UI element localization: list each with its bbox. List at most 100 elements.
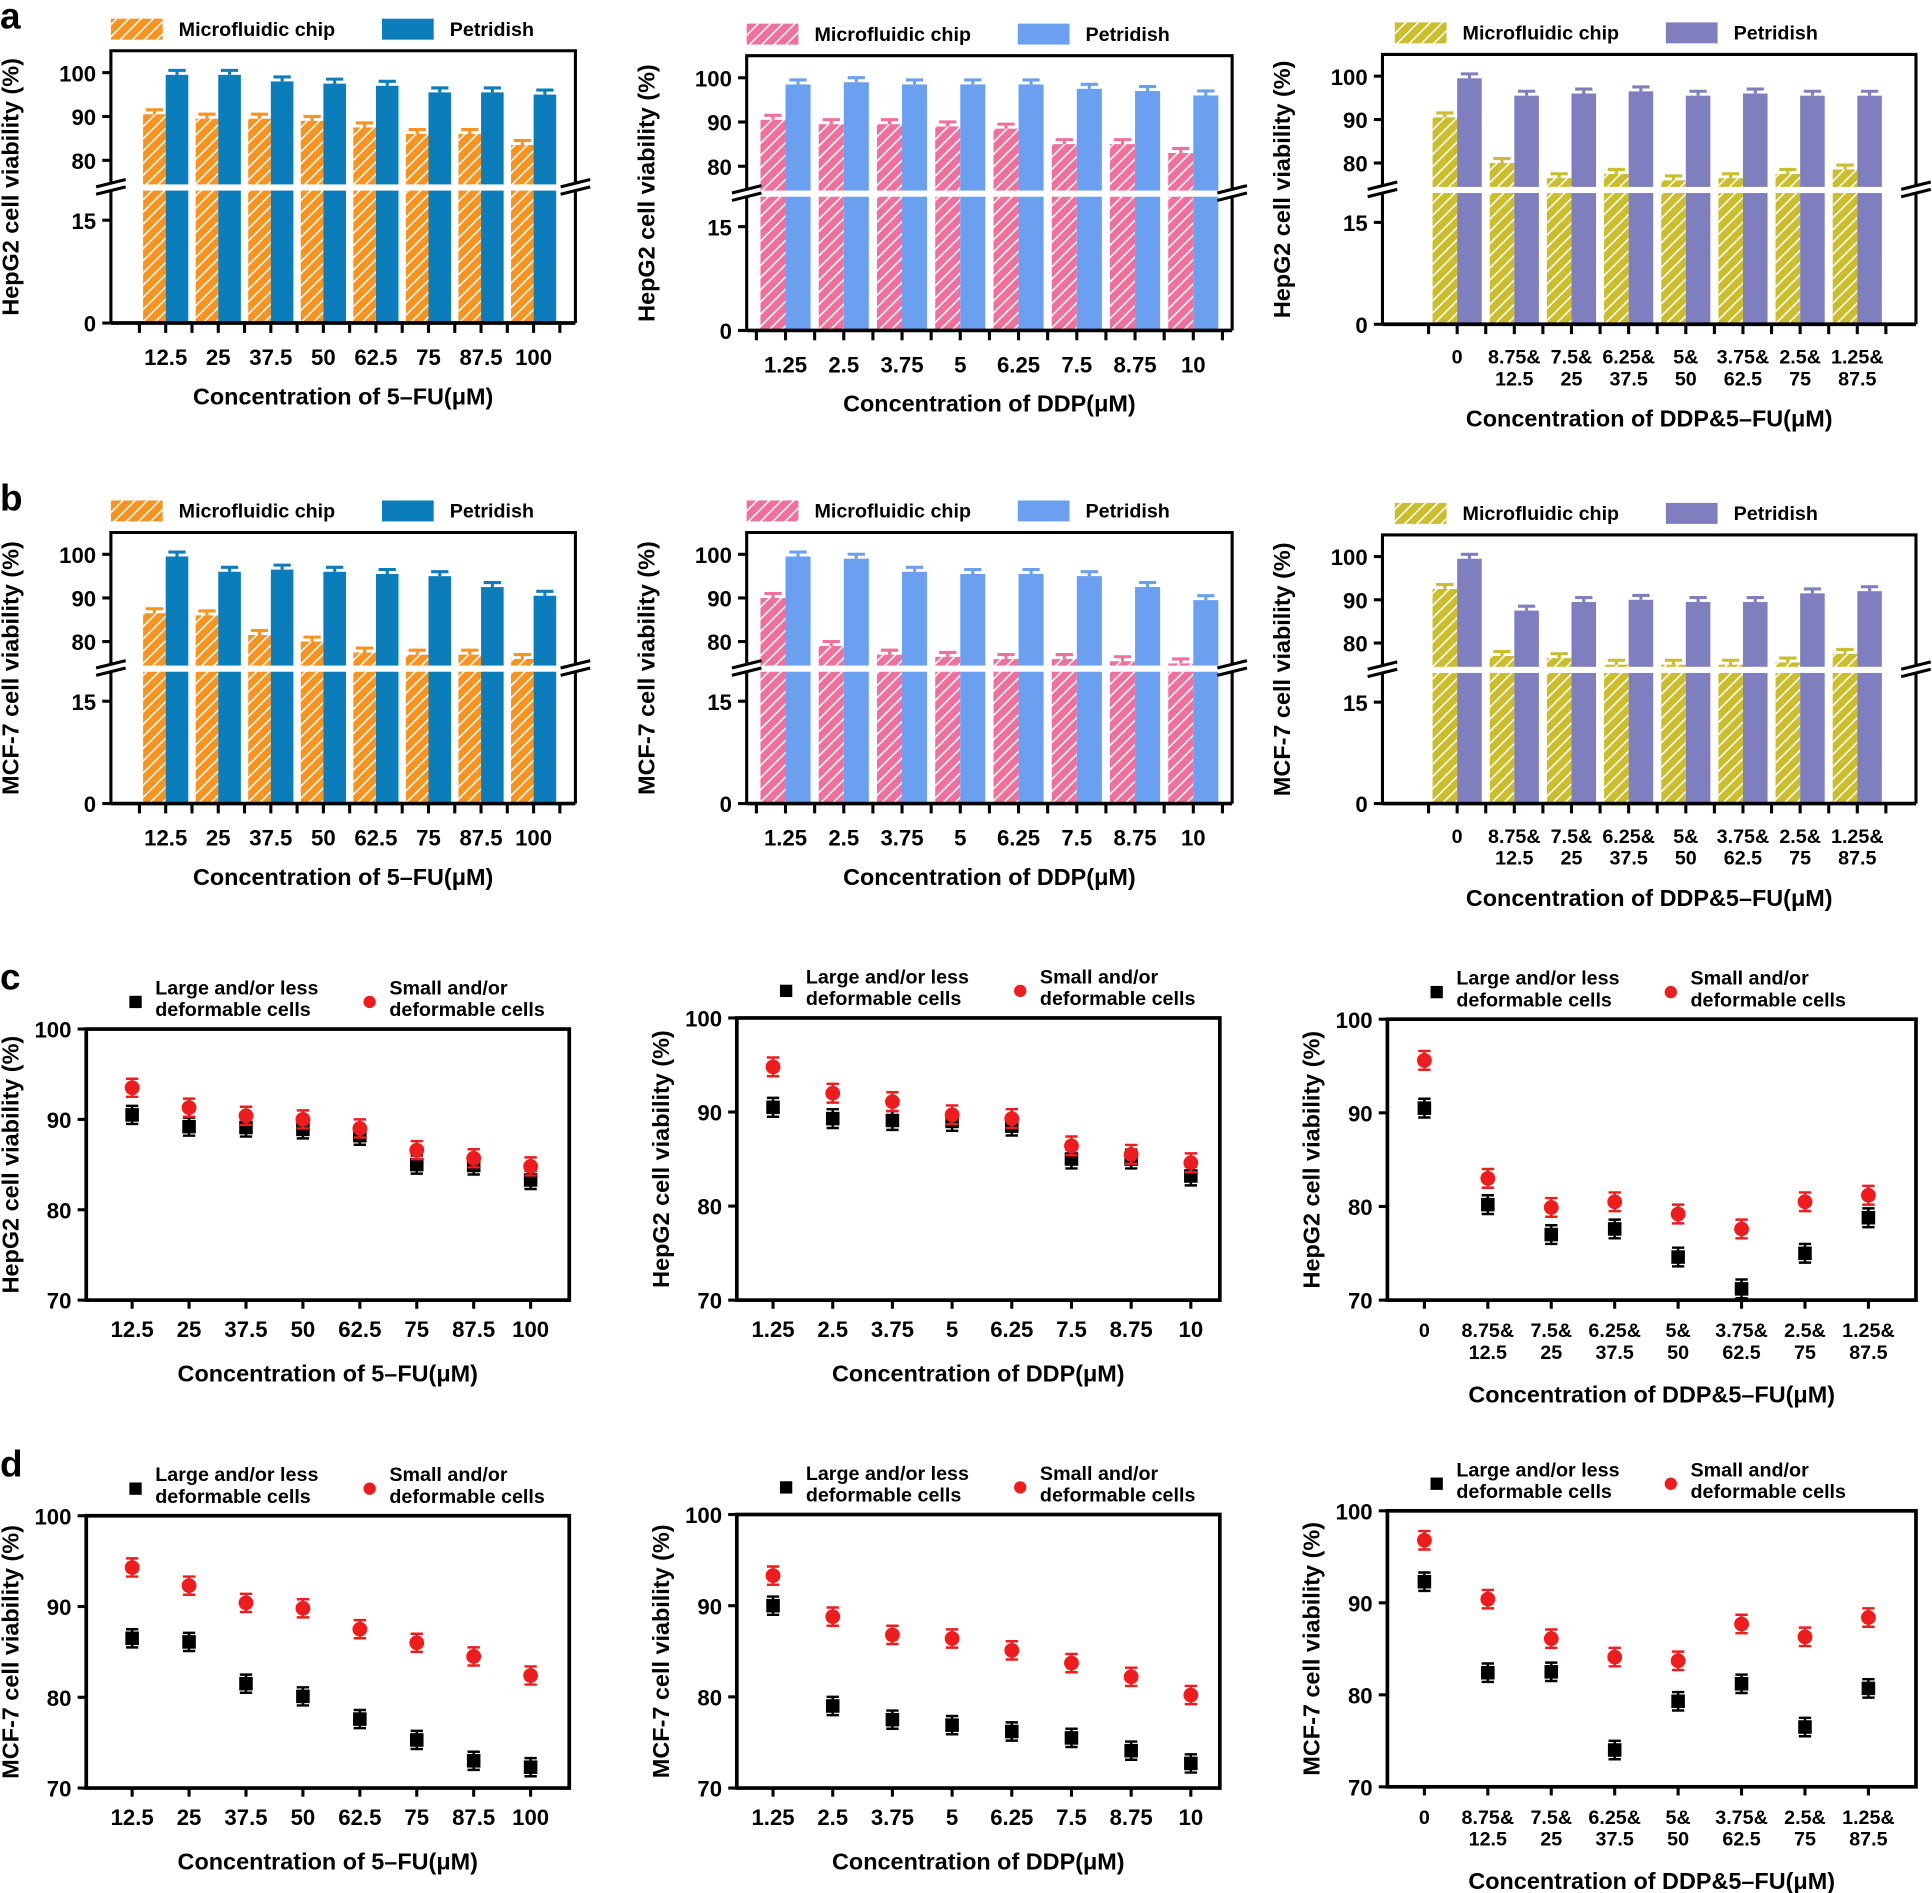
y-tick-label: 100 [59,543,96,568]
y-tick-label: 80 [71,149,96,174]
data-point-square [182,1635,196,1649]
error-bar [1055,138,1073,145]
data-point-square [1671,1694,1685,1709]
error-bar [1436,111,1454,118]
legend-marker [1430,985,1443,999]
x-tick-label: 50 [311,345,336,370]
data-point-square [766,1100,780,1115]
x-tick-label-line: 6.25& [1588,1807,1641,1829]
x-tick-label-line: 8.75& [1462,1320,1515,1342]
chart-4: 80 90 100 0 15 Microfluidic chip Petridish 12.5… [0,477,591,890]
x-tick-label: 50 [291,1317,316,1342]
x-tick-label-line: 37.5 [1609,848,1647,870]
error-bar [1860,585,1879,592]
legend-swatch-hatch [110,500,163,522]
data-point-square [1417,1574,1432,1589]
error-bar [1022,567,1040,574]
legend-marker [779,1481,793,1494]
data-point-square [125,1631,139,1646]
data-point-circle [466,1150,482,1166]
error-bar [1493,157,1511,163]
bar [375,573,399,804]
legend-swatch [1017,23,1070,45]
legend-label: Small and/or deformable cells [1040,1463,1196,1507]
bar [1076,88,1102,331]
x-tick-label-line: 37.5 [1596,1828,1634,1850]
error-bar [764,591,782,598]
y-tick-label: 0 [1355,313,1367,338]
x-tick-label: 8.75& 12.5 [1488,347,1541,391]
y-tick-label: 0 [720,319,732,344]
bar [1857,591,1882,804]
error-bar [1779,167,1797,174]
panel-label: d [0,1443,23,1484]
x-tick-label: 8.75 [1110,1317,1153,1342]
x-tick-label: 7.5& 25 [1530,1807,1572,1851]
x-tick-label: 1.25& 87.5 [1831,347,1884,391]
error-bar [905,78,924,85]
y-tick-label: 15 [707,690,732,715]
error-bar [356,646,374,653]
bar-hatch [760,597,786,804]
data-point-circle [1734,1616,1749,1632]
bar [960,84,986,331]
x-tick-label: 6.25& 37.5 [1588,1320,1641,1364]
error-bar [513,138,531,145]
legend-label-line: Large and/or less [806,1463,969,1485]
bar [1800,593,1825,804]
bar [1742,93,1768,325]
x-tick-label: 62.5 [354,345,397,370]
bar [1457,558,1482,804]
data-point-square [1734,1677,1749,1691]
error-bar [1575,87,1593,94]
bar-hatch [1775,662,1801,804]
data-point-circle [124,1080,140,1096]
bar [843,82,869,331]
chart-1: 80 90 100 0 15 Microfluidic chip Petridish 12.5… [0,0,591,409]
bar [1685,601,1711,804]
error-bar [461,648,479,655]
data-point-circle [1183,1687,1199,1703]
error-bar [1632,85,1650,92]
error-bar [145,108,164,115]
bar-hatch [300,120,324,324]
legend-label-line: Small and/or [389,978,508,1000]
y-tick-label: 90 [71,105,96,130]
data-point-square [1124,1743,1138,1758]
x-tick-label-line: 25 [1561,368,1583,390]
x-tick-label-line: 75 [1789,368,1811,390]
data-point-square [1005,1724,1019,1739]
error-bar [1550,172,1568,179]
error-bar [431,86,449,93]
x-tick-label-line: 75 [1794,1828,1816,1850]
bar [481,92,504,324]
legend-label-line: deformable cells [1456,989,1612,1011]
legend-swatch [381,18,434,40]
y-tick-label: 90 [47,1595,72,1620]
y-tick-label: 100 [1331,545,1368,570]
bar [1076,576,1102,804]
x-tick-label-line: 5& [1673,347,1698,369]
x-tick-label: 8.75 [1113,352,1156,377]
error-bar [1022,78,1040,85]
error-bar [273,75,291,82]
data-point-circle [825,1609,841,1625]
x-tick-label: 25 [177,1805,202,1830]
x-axis-title: Concentration of DDP(μM) [843,391,1136,417]
bar-hatch [405,134,429,324]
x-tick-label: 5& 50 [1666,1320,1691,1364]
x-tick-label-line: 12.5 [1495,368,1533,390]
error-bar [408,648,426,655]
y-tick-label: 80 [1348,1683,1373,1708]
error-bar [303,635,321,642]
bar-hatch [993,128,1019,331]
x-tick-label: 6.25 [990,1805,1033,1830]
legend-label-line: Small and/or [1691,1459,1810,1481]
x-tick-label: 2.5 [817,1317,848,1342]
legend-swatch-hatch [1394,502,1447,524]
x-tick-label: 2.5 [817,1805,848,1830]
x-tick-label: 5& 50 [1666,1807,1691,1851]
data-point-square [945,1718,959,1732]
data-point-square [885,1712,900,1727]
legend-label: Petridish [1086,501,1170,523]
